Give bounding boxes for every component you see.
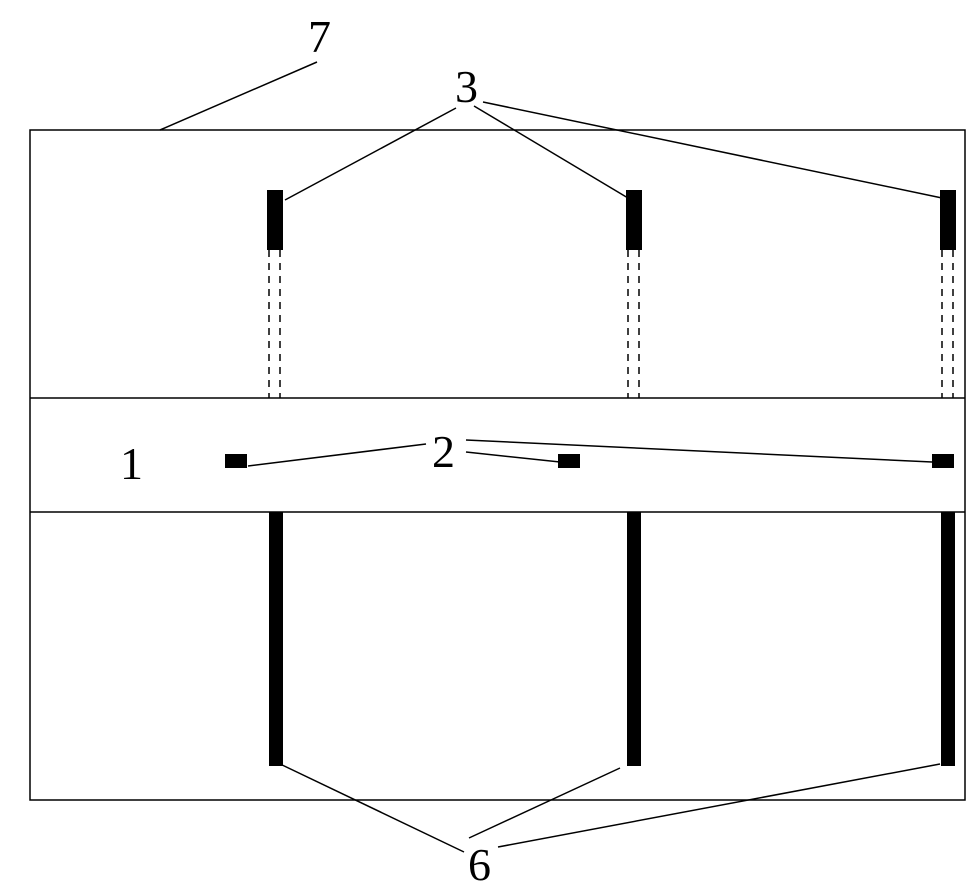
label-7: 7 (308, 10, 331, 63)
label-1: 1 (120, 437, 143, 490)
technical-diagram: 7 3 1 2 6 (0, 0, 974, 891)
diagram-svg (0, 0, 974, 891)
label-3: 3 (455, 60, 478, 113)
label-6: 6 (468, 838, 491, 891)
label-2: 2 (432, 425, 455, 478)
